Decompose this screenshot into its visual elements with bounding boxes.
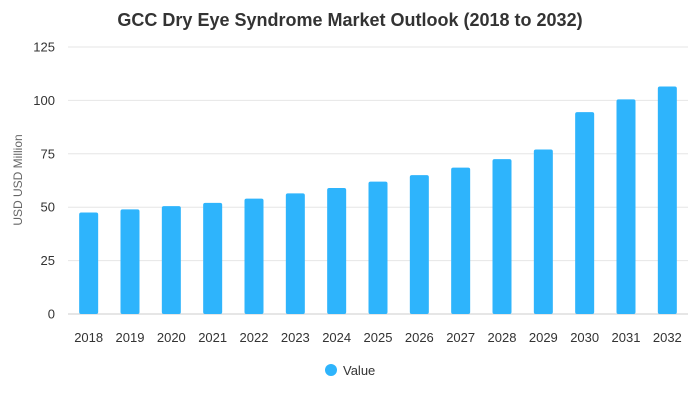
y-tick-label: 0 <box>48 307 55 322</box>
bar-2025[interactable] <box>368 181 388 314</box>
x-tick-label-2028: 2028 <box>488 330 517 345</box>
x-tick-label-2025: 2025 <box>364 330 393 345</box>
x-tick-label-2021: 2021 <box>198 330 227 345</box>
legend[interactable]: Value <box>325 363 375 378</box>
x-tick-label-2031: 2031 <box>612 330 641 345</box>
bar-2031[interactable] <box>616 99 636 314</box>
bar-2032[interactable] <box>657 86 677 315</box>
y-tick-label: 75 <box>41 146 55 161</box>
bar-2029[interactable] <box>533 149 553 314</box>
bar-2019[interactable] <box>120 209 140 314</box>
y-tick-label: 50 <box>41 200 55 215</box>
bar-2021[interactable] <box>203 202 223 314</box>
bar-2026[interactable] <box>409 175 429 314</box>
x-axis-ticks: 2018 2019 2020 2021 2022 2023 2024 2025 2026 2027… <box>74 330 682 345</box>
x-tick-label-2019: 2019 <box>116 330 145 345</box>
bar-2028[interactable] <box>492 159 512 314</box>
bar-2024[interactable] <box>327 187 347 314</box>
x-tick-label-2020: 2020 <box>157 330 186 345</box>
bar-2022[interactable] <box>244 198 264 314</box>
y-tick-label: 100 <box>33 93 55 108</box>
x-tick-label-2024: 2024 <box>322 330 351 345</box>
legend-swatch-value <box>325 364 337 376</box>
bar-2030[interactable] <box>575 112 595 314</box>
x-tick-label-2018: 2018 <box>74 330 103 345</box>
bar-2018[interactable] <box>79 212 99 314</box>
x-tick-label-2026: 2026 <box>405 330 434 345</box>
x-tick-label-2022: 2022 <box>240 330 269 345</box>
x-tick-label-2023: 2023 <box>281 330 310 345</box>
legend-label-value: Value <box>343 363 375 378</box>
bar-2020[interactable] <box>161 206 181 314</box>
x-tick-label-2032: 2032 <box>653 330 682 345</box>
x-tick-label-2029: 2029 <box>529 330 558 345</box>
bar-2027[interactable] <box>451 167 471 314</box>
chart-title: GCC Dry Eye Syndrome Market Outlook (201… <box>117 10 582 30</box>
x-tick-label-2027: 2027 <box>446 330 475 345</box>
y-axis-title: USD USD Million <box>11 134 25 225</box>
y-tick-label: 25 <box>41 253 55 268</box>
bar-2023[interactable] <box>285 193 305 314</box>
y-tick-label: 125 <box>33 40 55 55</box>
y-axis-ticks: 0 25 50 75 100 125 <box>33 40 55 322</box>
bars <box>79 86 677 315</box>
x-tick-label-2030: 2030 <box>570 330 599 345</box>
